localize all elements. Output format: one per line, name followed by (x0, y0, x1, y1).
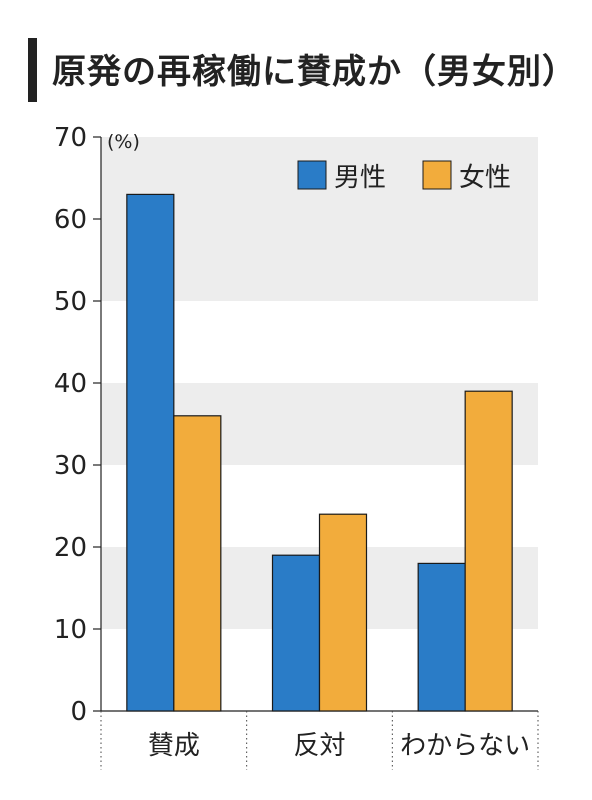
x-category-label: 賛成 (148, 731, 200, 761)
legend-label: 男性 (334, 163, 386, 193)
y-tick-label: 10 (54, 615, 87, 645)
y-tick-label: 40 (54, 369, 87, 399)
bar-male (271, 554, 321, 712)
y-axis-unit-label: (%) (107, 131, 140, 153)
x-category-label: わからない (400, 731, 530, 761)
bar-male (417, 562, 466, 712)
y-tick-label: 70 (54, 123, 87, 153)
y-tick-label: 60 (54, 205, 87, 235)
legend-label: 女性 (459, 163, 511, 193)
title-accent-bar (28, 38, 37, 102)
bar-female (173, 415, 222, 712)
y-tick-label: 30 (54, 451, 87, 481)
x-category-label: 反対 (293, 731, 345, 761)
y-tick-label: 0 (70, 697, 87, 727)
bar-female (464, 390, 513, 712)
y-tick-label: 50 (54, 287, 87, 317)
chart-title: 原発の再稼働に賛成か（男女別） (52, 52, 577, 92)
y-tick-label: 20 (54, 533, 87, 563)
bar-female (318, 513, 368, 712)
legend-swatch (297, 160, 327, 190)
legend-swatch (422, 160, 452, 190)
bar-male (126, 193, 175, 712)
